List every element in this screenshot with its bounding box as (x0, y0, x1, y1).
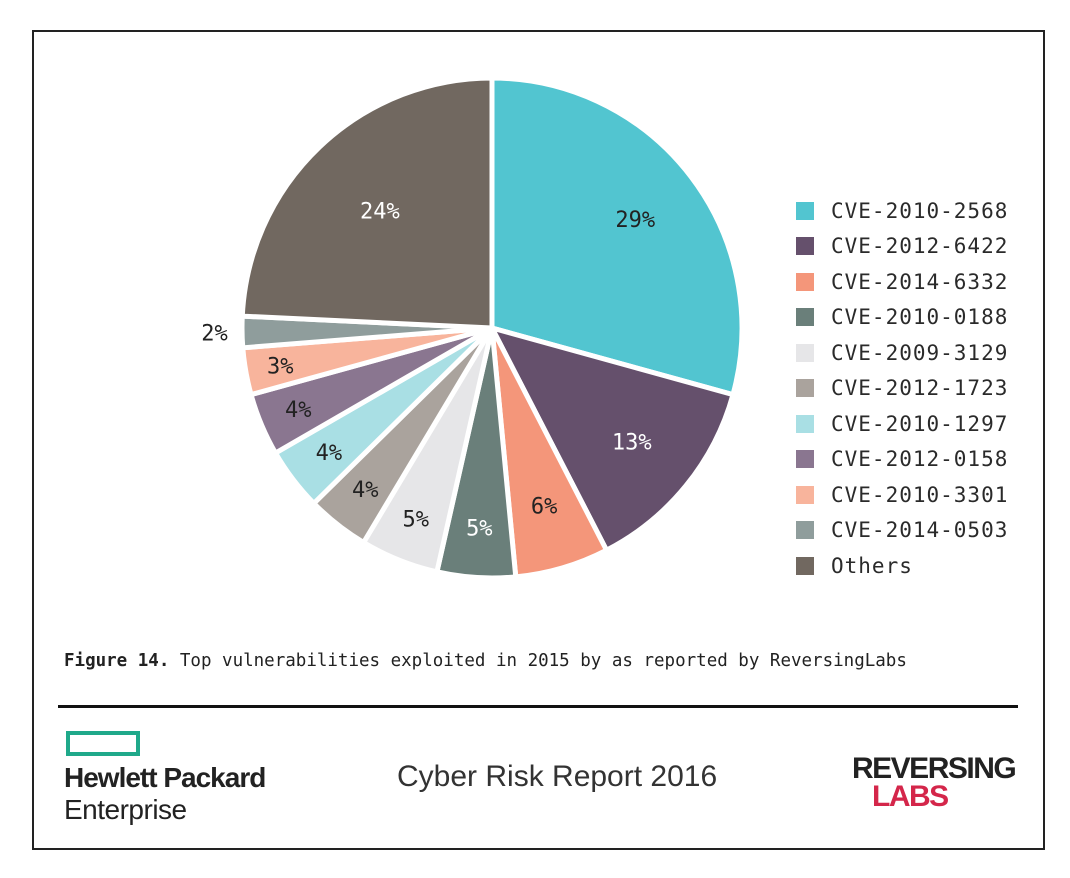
data-label: 4% (352, 478, 379, 503)
reversinglabs-logo-line1: REVERSING (852, 752, 1017, 785)
figure-caption: Figure 14. Top vulnerabilities exploited… (64, 651, 907, 671)
legend-swatch (796, 379, 814, 398)
data-label: 5% (403, 507, 430, 532)
legend-swatch (796, 308, 814, 327)
legend-item: CVE-2009-3129 (796, 335, 1008, 371)
legend-label: CVE-2014-0503 (831, 518, 1009, 543)
divider (58, 705, 1018, 708)
legend-swatch (796, 414, 814, 433)
data-label: 5% (466, 517, 493, 542)
legend-swatch (796, 201, 814, 220)
legend-label: CVE-2014-6332 (831, 269, 1009, 294)
legend-label: CVE-2010-0188 (831, 305, 1009, 330)
report-title: Cyber Risk Report 2016 (397, 760, 718, 793)
legend-item: CVE-2010-2568 (796, 193, 1008, 229)
legend-label: CVE-2010-2568 (831, 198, 1009, 223)
pie-slice-cve-2010-2568 (489, 75, 745, 398)
legend-swatch (796, 556, 814, 575)
hpe-logo-line1: Hewlett Packard (64, 762, 266, 793)
data-label: 4% (285, 398, 312, 423)
legend-label: CVE-2012-6422 (831, 234, 1009, 259)
legend-label: Others (831, 553, 913, 578)
legend-swatch (796, 485, 814, 504)
pie-slice-cve-2012-6422 (489, 325, 736, 553)
data-label: 2% (201, 321, 228, 346)
legend-item: CVE-2012-1723 (796, 371, 1008, 407)
caption-prefix: Figure 14. (64, 651, 170, 671)
legend-label: CVE-2009-3129 (831, 340, 1009, 365)
legend-swatch (796, 521, 814, 540)
data-label: 3% (267, 354, 294, 379)
data-label: 4% (316, 441, 343, 466)
legend-item: CVE-2010-3301 (796, 477, 1008, 513)
hpe-logo-icon (66, 731, 140, 756)
reversinglabs-logo-line2: LABS (872, 780, 949, 813)
legend-item: Others (796, 548, 1008, 584)
legend: CVE-2010-2568 CVE-2012-6422 CVE-2014-6332 C… (796, 193, 1008, 584)
legend-item: CVE-2014-6332 (796, 264, 1008, 300)
legend-swatch (796, 343, 814, 362)
figure-frame (32, 30, 1045, 850)
legend-label: CVE-2010-3301 (831, 482, 1009, 507)
data-label: 24% (360, 199, 400, 224)
legend-swatch (796, 237, 814, 256)
legend-item: CVE-2010-1297 (796, 406, 1008, 442)
legend-label: CVE-2010-1297 (831, 411, 1009, 436)
legend-item: CVE-2010-0188 (796, 300, 1008, 336)
caption-text: Top vulnerabilities exploited in 2015 by… (169, 651, 907, 671)
data-label: 29% (615, 208, 655, 233)
legend-swatch (796, 450, 814, 469)
data-label: 13% (612, 430, 652, 455)
pie-slice-others (239, 75, 495, 331)
legend-item: CVE-2014-0503 (796, 513, 1008, 549)
legend-item: CVE-2012-6422 (796, 229, 1008, 265)
legend-item: CVE-2012-0158 (796, 442, 1008, 478)
hpe-logo-line2: Enterprise (64, 794, 187, 825)
legend-label: CVE-2012-0158 (831, 447, 1009, 472)
pie-chart: 29%13%6%5%5%4%4%4%3%2%24% (201, 75, 745, 578)
legend-swatch (796, 272, 814, 291)
data-label: 6% (531, 495, 558, 520)
legend-label: CVE-2012-1723 (831, 376, 1009, 401)
